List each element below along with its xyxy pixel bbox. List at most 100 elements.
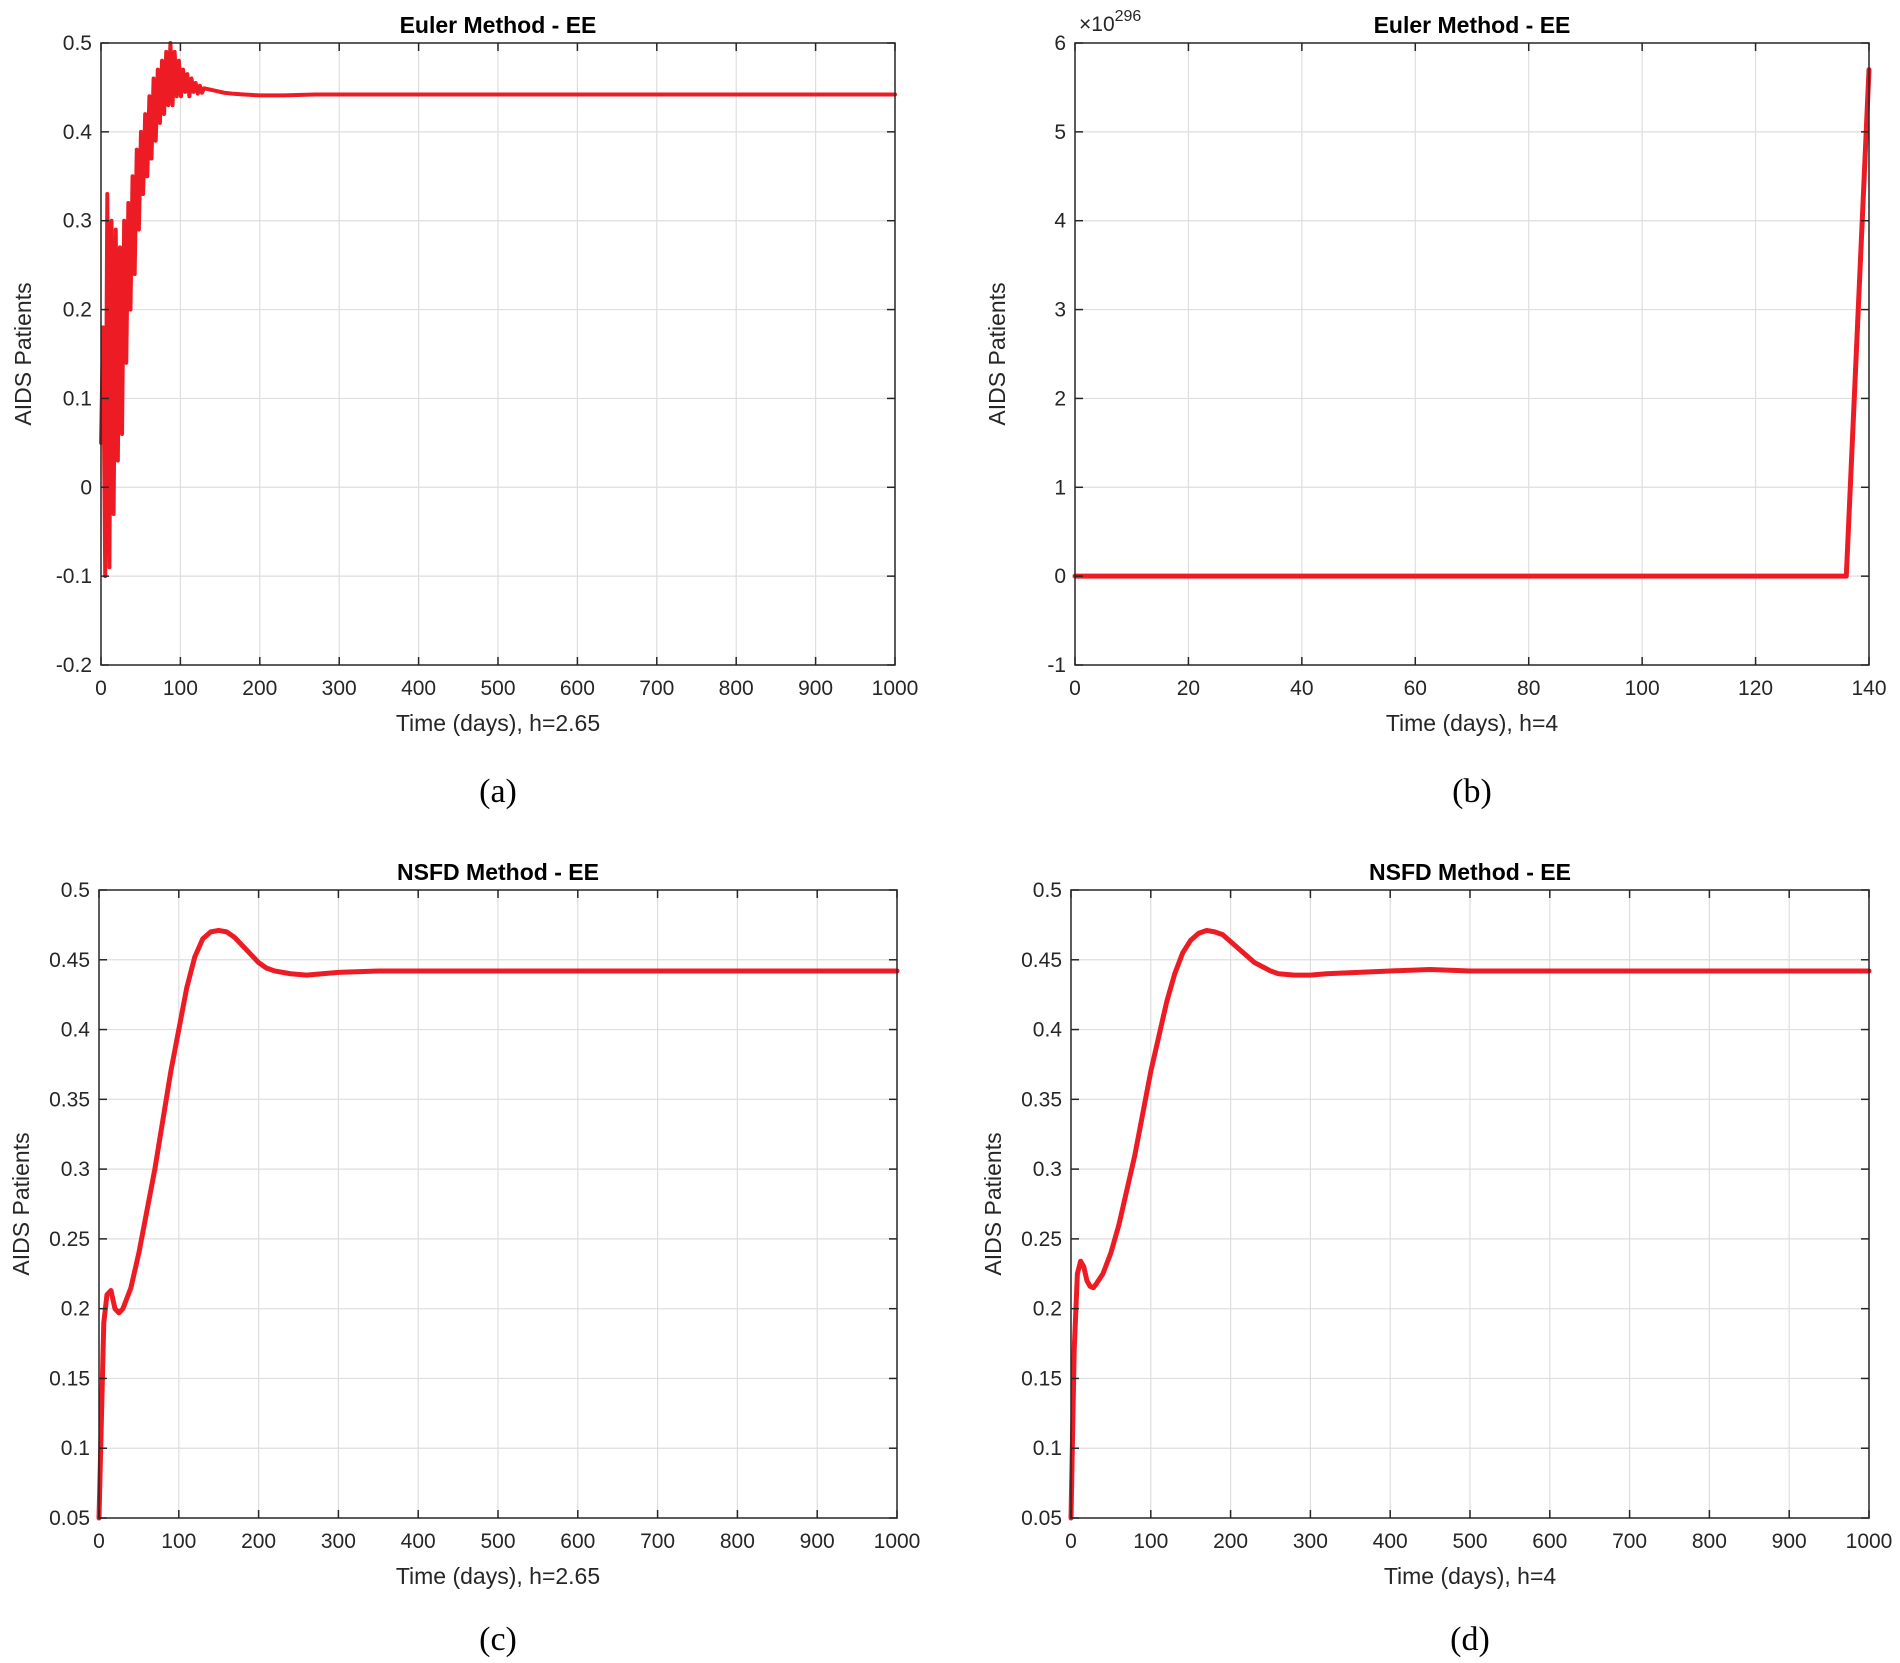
x-tick-label: 100	[1625, 677, 1660, 700]
x-tick-label: 400	[401, 677, 436, 700]
y-tick-label: -0.1	[56, 565, 92, 588]
x-tick-label: 1000	[874, 1530, 921, 1553]
y-tick-label: 0.1	[63, 387, 92, 410]
y-tick-label: 0.5	[1033, 879, 1062, 902]
x-axis-label: Time (days), h=2.65	[396, 1563, 600, 1589]
chart-panel-2: 0 100 200 300 400 500 600 700 800 900 1000 0.05 0.1 0…	[8, 859, 920, 1658]
y-tick-label: 0.25	[1021, 1228, 1062, 1251]
x-tick-label: 700	[1612, 1530, 1647, 1553]
x-axis-label: Time (days), h=2.65	[396, 710, 600, 736]
y-tick-label: 0.1	[61, 1437, 90, 1460]
y-tick-label: 0.3	[61, 1158, 90, 1181]
x-tick-label: 0	[1065, 1530, 1077, 1553]
chart-title: Euler Method - EE	[1374, 12, 1571, 38]
y-tick-label: 0.2	[61, 1298, 90, 1321]
x-tick-label: 0	[1069, 677, 1081, 700]
x-tick-label: 100	[163, 677, 198, 700]
series-line	[96, 927, 900, 1521]
y-tick-label: 0	[80, 476, 92, 499]
x-tick-label: 900	[1772, 1530, 1807, 1553]
x-tick-label: 300	[322, 677, 357, 700]
x-tick-label: 20	[1177, 677, 1200, 700]
chart-title: NSFD Method - EE	[397, 859, 599, 885]
y-tick-label: 0.05	[49, 1507, 90, 1530]
y-axis-label: AIDS Patients	[8, 1132, 34, 1275]
y-axis-label: AIDS Patients	[10, 282, 36, 425]
panel-caption: (d)	[1450, 1621, 1490, 1658]
series-line	[99, 41, 897, 579]
y-tick-label: 0.1	[1033, 1437, 1062, 1460]
y-tick-label: 0.4	[1033, 1019, 1063, 1042]
panel-caption: (b)	[1452, 773, 1492, 810]
x-tick-label: 1000	[872, 677, 919, 700]
x-tick-label: 600	[560, 1530, 595, 1553]
y-tick-label: 0.35	[49, 1088, 90, 1111]
y-axis-label: AIDS Patients	[984, 282, 1010, 425]
x-tick-label: 100	[161, 1530, 196, 1553]
x-tick-label: 600	[560, 677, 595, 700]
y-tick-label: 0.15	[1021, 1367, 1062, 1390]
x-tick-label: 80	[1517, 677, 1540, 700]
y-tick-label: 4	[1054, 210, 1066, 233]
y-tick-label: 0.4	[61, 1019, 91, 1042]
chart-panel-3: 0 100 200 300 400 500 600 700 800 900 1000 0.05 0.1 0…	[980, 859, 1892, 1658]
y-tick-label: 0.45	[49, 949, 90, 972]
x-tick-label: 700	[639, 677, 674, 700]
x-tick-label: 60	[1404, 677, 1427, 700]
chart-title: NSFD Method - EE	[1369, 859, 1571, 885]
y-tick-label: 0.3	[1033, 1158, 1062, 1181]
x-tick-label: 800	[1692, 1530, 1727, 1553]
y-tick-label: 0	[1054, 565, 1066, 588]
x-tick-label: 500	[480, 677, 515, 700]
x-tick-label: 900	[798, 677, 833, 700]
x-tick-label: 300	[321, 1530, 356, 1553]
x-tick-label: 40	[1290, 677, 1313, 700]
panel-caption: (c)	[479, 1621, 517, 1658]
y-tick-label: 2	[1054, 387, 1066, 410]
series-line	[1072, 67, 1872, 579]
x-tick-label: 1000	[1846, 1530, 1893, 1553]
x-tick-label: 500	[1452, 1530, 1487, 1553]
x-tick-label: 800	[719, 677, 754, 700]
y-tick-label: 0.35	[1021, 1088, 1062, 1111]
x-tick-label: 300	[1293, 1530, 1328, 1553]
y-tick-label: 0.3	[63, 210, 92, 233]
y-axis-label: AIDS Patients	[980, 1132, 1006, 1275]
x-tick-label: 0	[95, 677, 107, 700]
y-tick-label: -0.2	[56, 654, 92, 677]
x-tick-label: 200	[241, 1530, 276, 1553]
y-tick-label: 6	[1054, 32, 1066, 55]
x-tick-label: 400	[401, 1530, 436, 1553]
y-tick-label: 0.15	[49, 1367, 90, 1390]
y-tick-label: 0.25	[49, 1228, 90, 1251]
x-tick-label: 900	[800, 1530, 835, 1553]
x-axis-label: Time (days), h=4	[1386, 710, 1559, 736]
y-tick-label: 0.2	[1033, 1298, 1062, 1321]
y-tick-label: -1	[1047, 654, 1066, 677]
x-tick-label: 0	[93, 1530, 105, 1553]
x-tick-label: 400	[1373, 1530, 1408, 1553]
panel-caption: (a)	[479, 773, 517, 810]
y-tick-label: 0.2	[63, 299, 92, 322]
x-tick-label: 700	[640, 1530, 675, 1553]
plot-frame	[1074, 42, 1870, 666]
y-axis-exponent-power: 296	[1115, 8, 1142, 25]
x-axis-label: Time (days), h=4	[1384, 1563, 1557, 1589]
x-tick-label: 140	[1851, 677, 1886, 700]
x-tick-label: 200	[242, 677, 277, 700]
x-tick-label: 500	[480, 1530, 515, 1553]
y-tick-label: 0.45	[1021, 949, 1062, 972]
x-tick-label: 200	[1213, 1530, 1248, 1553]
y-tick-label: 5	[1054, 121, 1066, 144]
y-tick-label: 1	[1054, 476, 1066, 499]
y-tick-label: 0.4	[63, 121, 93, 144]
y-tick-label: 0.05	[1021, 1507, 1062, 1530]
y-tick-label: 3	[1054, 299, 1066, 322]
y-tick-label: 0.5	[63, 32, 92, 55]
chart-panel-0: 0 100 200 300 400 500 600 700 800 900 1000 -0.2 -0.1…	[10, 12, 918, 810]
x-tick-label: 600	[1532, 1530, 1567, 1553]
x-tick-label: 120	[1738, 677, 1773, 700]
x-tick-label: 800	[720, 1530, 755, 1553]
